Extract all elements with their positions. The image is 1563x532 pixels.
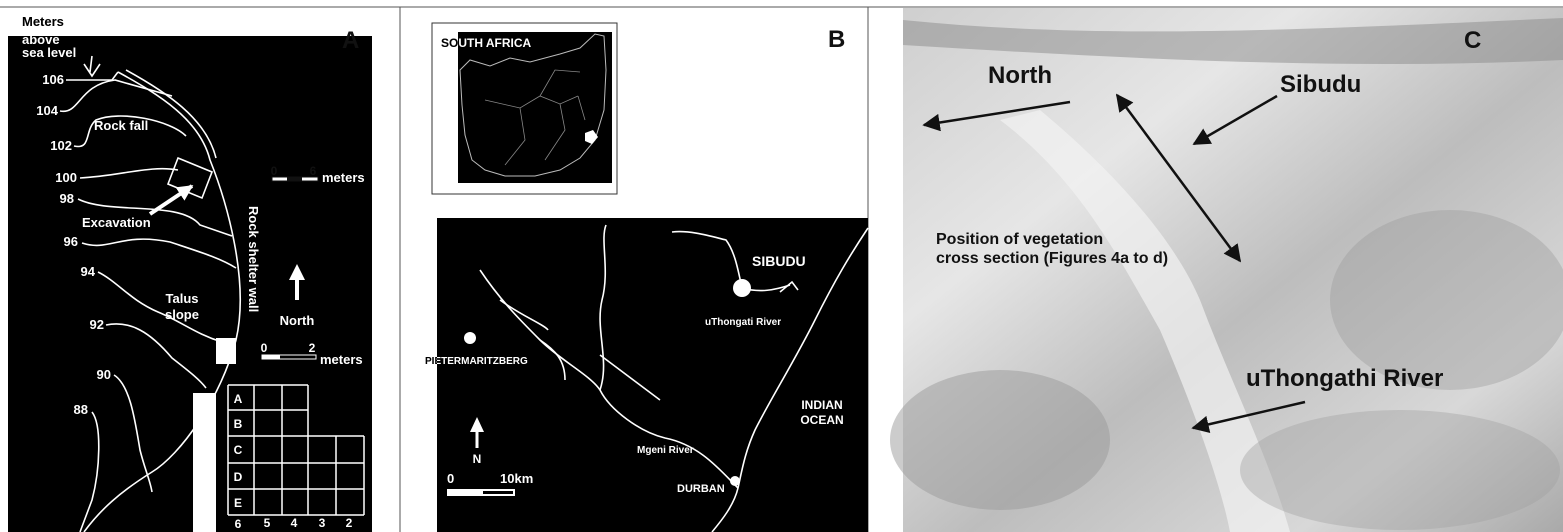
contour-label: 98 <box>60 191 74 206</box>
scale-label: 0 <box>261 341 268 355</box>
place-label: SIBUDU <box>752 253 806 269</box>
panel-label: B <box>828 26 845 53</box>
sibudu-marker <box>733 279 751 297</box>
river-label: Mgeni River <box>637 445 694 456</box>
place-label: INDIAN <box>801 398 842 412</box>
feature-label: Talus <box>166 291 199 306</box>
contour-label: 106 <box>42 72 64 87</box>
annotation: North <box>988 62 1052 89</box>
scale-label: 6 <box>310 164 317 178</box>
panel-label: A <box>342 27 359 54</box>
scale-label: 10km <box>500 471 533 486</box>
panel-b: B SOUTH AFRICA SIBUDU uThongati River PI… <box>425 23 868 532</box>
grid-column: 2 <box>346 516 353 530</box>
scale-bar <box>287 177 302 181</box>
river-label: uThongati River <box>705 317 781 328</box>
annotation: Sibudu <box>1280 71 1361 98</box>
scale-unit: meters <box>322 170 365 185</box>
inset-label: SOUTH AFRICA <box>441 36 532 50</box>
grid-column: 3 <box>319 516 326 530</box>
grid-row: D <box>234 470 243 484</box>
contour-label: 94 <box>81 264 96 279</box>
feature-label: Excavation <box>82 215 151 230</box>
north-label: N <box>473 452 482 466</box>
scale-bar <box>262 355 280 359</box>
place-label: OCEAN <box>800 413 843 427</box>
photo-texture <box>1330 210 1563 390</box>
photo-texture <box>890 370 1110 510</box>
scale-bar <box>483 491 513 494</box>
scale-unit: meters <box>320 352 363 367</box>
city-marker <box>730 476 740 486</box>
annotation: uThongathi River <box>1246 365 1443 392</box>
feature-label: slope <box>165 307 199 322</box>
panel-a: Meters above sea level A 106 104 102 100… <box>8 14 372 532</box>
elevation-title: Meters <box>22 14 64 29</box>
place-label: DURBAN <box>677 483 725 495</box>
contour-label: 102 <box>50 138 72 153</box>
grid-row: E <box>234 496 242 510</box>
elevation-title: sea level <box>22 45 76 60</box>
site-map <box>8 36 372 532</box>
contour-label: 104 <box>36 103 58 118</box>
grid-row: A <box>234 392 243 406</box>
scale-label: 0 <box>271 164 278 178</box>
photo-texture <box>1240 410 1560 530</box>
city-marker <box>464 332 476 344</box>
grid-column: 4 <box>291 516 298 530</box>
scale-label: 0 <box>447 471 454 486</box>
figure: Meters above sea level A 106 104 102 100… <box>0 0 1563 532</box>
grid-row: C <box>234 443 243 457</box>
grid-column: 5 <box>264 516 271 530</box>
contour-label: 96 <box>64 234 78 249</box>
grid-row: B <box>234 417 243 431</box>
feature-label: Rock shelter wall <box>246 206 261 312</box>
contour-label: 88 <box>74 402 88 417</box>
grid-column: 6 <box>235 517 242 531</box>
contour-label: 100 <box>55 170 77 185</box>
scale-label: 2 <box>309 341 316 355</box>
panel-label: C <box>1464 27 1481 54</box>
panel-c: C North Sibudu Position of vegetation cr… <box>890 8 1563 532</box>
contour-label: 92 <box>90 317 104 332</box>
feature-label: Rock fall <box>94 118 148 133</box>
annotation: cross section (Figures 4a to d) <box>936 250 1168 267</box>
inset-map <box>458 32 612 183</box>
place-label: PIETERMARITZBERG <box>425 356 528 367</box>
annotation: Position of vegetation <box>936 231 1103 248</box>
page: {"panel_a":{"label":"A","elevation_title… <box>0 0 1563 532</box>
north-label: North <box>280 313 315 328</box>
contour-label: 90 <box>97 367 111 382</box>
